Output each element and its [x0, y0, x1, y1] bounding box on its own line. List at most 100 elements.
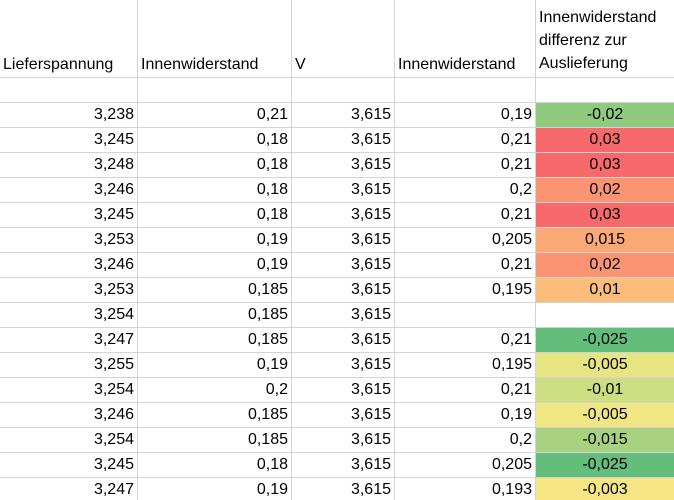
cell-innenwiderstand-2[interactable]: 0,195	[395, 278, 536, 303]
cell-v[interactable]: 3,615	[292, 328, 395, 353]
cell-v[interactable]: 3,615	[292, 353, 395, 378]
cell-differenz[interactable]: -0,005	[536, 353, 674, 378]
cell-v[interactable]: 3,615	[292, 453, 395, 478]
table-row: 3,246 0,19 3,615 0,21 0,02	[0, 253, 674, 278]
cell-differenz[interactable]: -0,003	[536, 478, 674, 500]
cell-differenz[interactable]: 0,03	[536, 153, 674, 178]
table-row: 3,246 0,18 3,615 0,2 0,02	[0, 178, 674, 203]
cell-innenwiderstand-2[interactable]: 0,21	[395, 328, 536, 353]
cell-innenwiderstand[interactable]: 0,19	[138, 353, 292, 378]
cell-lieferspannung[interactable]: 3,254	[0, 378, 138, 403]
cell-innenwiderstand[interactable]: 0,185	[138, 403, 292, 428]
cell-innenwiderstand[interactable]: 0,18	[138, 178, 292, 203]
cell-lieferspannung[interactable]: 3,245	[0, 128, 138, 153]
cell-innenwiderstand[interactable]: 0,18	[138, 453, 292, 478]
cell-differenz[interactable]	[536, 303, 674, 328]
cell-v[interactable]: 3,615	[292, 303, 395, 328]
cell-innenwiderstand[interactable]: 0,19	[138, 253, 292, 278]
cell-v[interactable]: 3,615	[292, 478, 395, 500]
empty-row	[0, 78, 674, 103]
cell-lieferspannung[interactable]: 3,246	[0, 178, 138, 203]
cell-innenwiderstand-2[interactable]: 0,19	[395, 403, 536, 428]
cell-lieferspannung[interactable]: 3,246	[0, 403, 138, 428]
cell-innenwiderstand[interactable]: 0,18	[138, 153, 292, 178]
cell-differenz[interactable]: -0,015	[536, 428, 674, 453]
cell-innenwiderstand-2[interactable]: 0,205	[395, 228, 536, 253]
cell-lieferspannung[interactable]: 3,246	[0, 253, 138, 278]
header-cell-differenz[interactable]: Innenwiderstand differenz zur Auslieferu…	[536, 0, 674, 78]
cell-innenwiderstand-2[interactable]: 0,195	[395, 353, 536, 378]
cell-v[interactable]: 3,615	[292, 153, 395, 178]
cell-v[interactable]: 3,615	[292, 228, 395, 253]
cell-v[interactable]: 3,615	[292, 378, 395, 403]
cell-differenz[interactable]: -0,02	[536, 103, 674, 128]
cell-v[interactable]: 3,615	[292, 428, 395, 453]
cell-innenwiderstand-2[interactable]: 0,21	[395, 153, 536, 178]
cell-innenwiderstand-2[interactable]: 0,19	[395, 103, 536, 128]
table-row: 3,253 0,19 3,615 0,205 0,015	[0, 228, 674, 253]
cell-differenz[interactable]: 0,02	[536, 178, 674, 203]
cell-differenz[interactable]: 0,015	[536, 228, 674, 253]
cell-v[interactable]: 3,615	[292, 403, 395, 428]
header-cell-v[interactable]: V	[292, 0, 395, 78]
cell-differenz[interactable]: 0,03	[536, 128, 674, 153]
cell-v[interactable]: 3,615	[292, 103, 395, 128]
table-row: 3,246 0,185 3,615 0,19 -0,005	[0, 403, 674, 428]
cell-innenwiderstand-2[interactable]	[395, 303, 536, 328]
header-cell-innenwiderstand-2[interactable]: Innenwiderstand	[395, 0, 536, 78]
table-row: 3,238 0,21 3,615 0,19 -0,02	[0, 103, 674, 128]
cell-innenwiderstand-2[interactable]: 0,21	[395, 203, 536, 228]
cell-lieferspannung[interactable]: 3,245	[0, 453, 138, 478]
cell-innenwiderstand[interactable]: 0,19	[138, 228, 292, 253]
cell-lieferspannung[interactable]: 3,254	[0, 428, 138, 453]
header-cell-innenwiderstand[interactable]: Innenwiderstand	[138, 0, 292, 78]
empty-cell[interactable]	[138, 78, 292, 103]
table-row: 3,254 0,2 3,615 0,21 -0,01	[0, 378, 674, 403]
empty-cell[interactable]	[292, 78, 395, 103]
cell-v[interactable]: 3,615	[292, 278, 395, 303]
cell-innenwiderstand-2[interactable]: 0,21	[395, 128, 536, 153]
empty-cell[interactable]	[536, 78, 674, 103]
cell-lieferspannung[interactable]: 3,248	[0, 153, 138, 178]
cell-innenwiderstand-2[interactable]: 0,2	[395, 178, 536, 203]
header-cell-lieferspannung[interactable]: Lieferspannung	[0, 0, 138, 78]
cell-innenwiderstand[interactable]: 0,21	[138, 103, 292, 128]
table-row: 3,254 0,185 3,615 0,2 -0,015	[0, 428, 674, 453]
cell-lieferspannung[interactable]: 3,254	[0, 303, 138, 328]
cell-differenz[interactable]: -0,005	[536, 403, 674, 428]
cell-lieferspannung[interactable]: 3,238	[0, 103, 138, 128]
cell-v[interactable]: 3,615	[292, 178, 395, 203]
cell-innenwiderstand[interactable]: 0,2	[138, 378, 292, 403]
cell-differenz[interactable]: 0,01	[536, 278, 674, 303]
empty-cell[interactable]	[0, 78, 138, 103]
table-row: 3,255 0,19 3,615 0,195 -0,005	[0, 353, 674, 378]
cell-differenz[interactable]: -0,01	[536, 378, 674, 403]
cell-differenz[interactable]: 0,03	[536, 203, 674, 228]
cell-innenwiderstand[interactable]: 0,185	[138, 428, 292, 453]
cell-innenwiderstand-2[interactable]: 0,21	[395, 253, 536, 278]
table-row: 3,245 0,18 3,615 0,205 -0,025	[0, 453, 674, 478]
cell-v[interactable]: 3,615	[292, 253, 395, 278]
cell-lieferspannung[interactable]: 3,253	[0, 278, 138, 303]
cell-lieferspannung[interactable]: 3,247	[0, 478, 138, 500]
cell-differenz[interactable]: -0,025	[536, 328, 674, 353]
cell-innenwiderstand-2[interactable]: 0,205	[395, 453, 536, 478]
cell-lieferspannung[interactable]: 3,255	[0, 353, 138, 378]
cell-innenwiderstand[interactable]: 0,185	[138, 278, 292, 303]
cell-innenwiderstand[interactable]: 0,18	[138, 203, 292, 228]
cell-innenwiderstand-2[interactable]: 0,2	[395, 428, 536, 453]
cell-innenwiderstand-2[interactable]: 0,193	[395, 478, 536, 500]
cell-lieferspannung[interactable]: 3,245	[0, 203, 138, 228]
cell-differenz[interactable]: -0,025	[536, 453, 674, 478]
cell-innenwiderstand[interactable]: 0,185	[138, 303, 292, 328]
cell-innenwiderstand[interactable]: 0,185	[138, 328, 292, 353]
cell-differenz[interactable]: 0,02	[536, 253, 674, 278]
cell-lieferspannung[interactable]: 3,247	[0, 328, 138, 353]
cell-innenwiderstand[interactable]: 0,18	[138, 128, 292, 153]
cell-innenwiderstand-2[interactable]: 0,21	[395, 378, 536, 403]
cell-v[interactable]: 3,615	[292, 203, 395, 228]
empty-cell[interactable]	[395, 78, 536, 103]
cell-v[interactable]: 3,615	[292, 128, 395, 153]
cell-lieferspannung[interactable]: 3,253	[0, 228, 138, 253]
cell-innenwiderstand[interactable]: 0,19	[138, 478, 292, 500]
